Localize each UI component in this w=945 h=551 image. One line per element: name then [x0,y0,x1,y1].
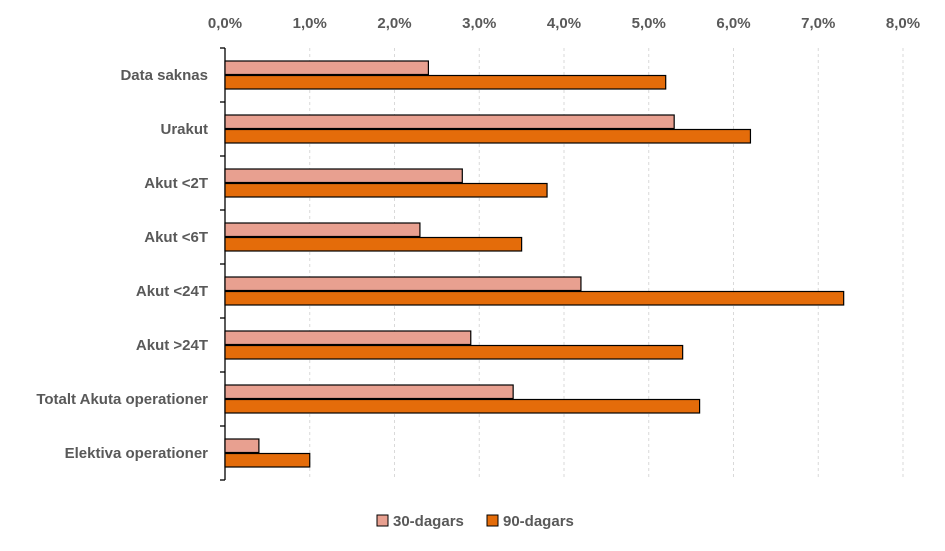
bar-30-dagars [224,60,429,76]
category-label: Akut >24T [136,337,208,354]
x-tick-label: 3,0% [462,15,496,32]
legend-label: 90-dagars [503,513,574,530]
bar-30-dagars [224,384,514,400]
bar-90-dagars [224,398,701,414]
bar-30-dagars [224,114,675,130]
category-label: Akut <6T [144,229,208,246]
x-tick-label: 2,0% [377,15,411,32]
x-tick-label: 4,0% [547,15,581,32]
bar-90-dagars [224,344,684,360]
bar-30-dagars [224,168,463,184]
legend-label: 30-dagars [393,513,464,530]
bar-90-dagars [224,182,548,198]
bar-90-dagars [224,128,752,144]
bar-90-dagars [224,74,667,90]
category-label: Data saknas [120,67,208,84]
bars [224,60,845,468]
bar-30-dagars [224,438,260,454]
x-tick-label: 7,0% [801,15,835,32]
x-axis-ticks: 0,0% 1,0% 2,0% 3,0% 4,0% 5,0% 6,0% 7,0% 8,0% [208,15,920,32]
bar-90-dagars [224,236,523,252]
category-label: Urakut [160,121,208,138]
legend-swatch [486,514,499,527]
category-label: Akut <2T [144,175,208,192]
category-labels: Data saknas Urakut Akut <2T Akut <6T Akut <2… [36,67,208,462]
bar-30-dagars [224,222,421,238]
legend-swatch [376,514,389,527]
x-tick-label: 5,0% [632,15,666,32]
x-tick-label: 8,0% [886,15,920,32]
bar-90-dagars [224,452,311,468]
category-label: Akut <24T [136,283,208,300]
category-label: Totalt Akuta operationer [36,391,208,408]
category-label: Elektiva operationer [65,445,209,462]
y-axis [220,47,226,481]
legend: 30-dagars 90-dagars [376,513,574,530]
bar-90-dagars [224,290,845,306]
x-tick-label: 6,0% [716,15,750,32]
x-tick-label: 0,0% [208,15,242,32]
bar-30-dagars [224,330,472,346]
grid-lines [309,48,904,480]
x-tick-label: 1,0% [293,15,327,32]
bar-30-dagars [224,276,582,292]
